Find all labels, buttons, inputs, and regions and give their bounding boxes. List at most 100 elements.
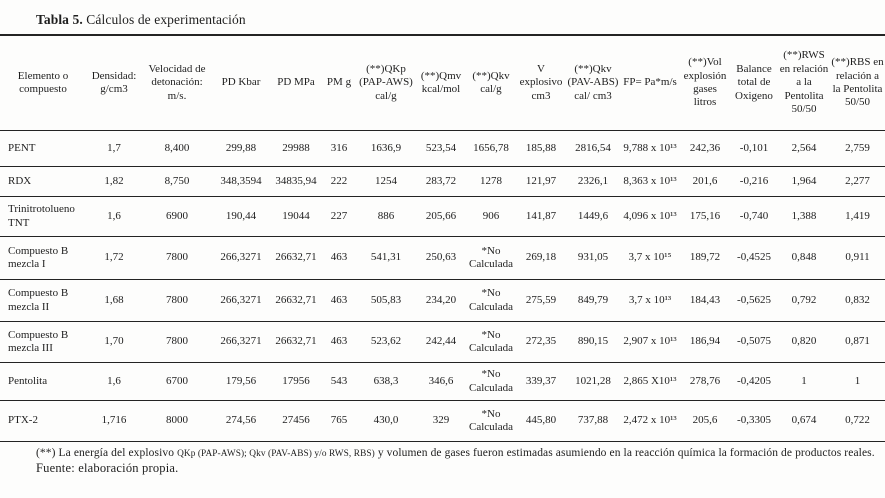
data-cell: 849,79 bbox=[577, 293, 609, 306]
data-cell: 737,88 bbox=[577, 414, 609, 427]
data-cell: -0,740 bbox=[739, 209, 769, 222]
data-cell: 906 bbox=[482, 209, 500, 222]
data-cell: 141,87 bbox=[525, 209, 557, 222]
data-cell: 0,911 bbox=[845, 251, 870, 264]
data-cell: 205,66 bbox=[425, 209, 457, 222]
data-cell: 445,80 bbox=[525, 414, 557, 427]
data-cell: 250,63 bbox=[425, 251, 457, 264]
source-line: Fuente: elaboración propia. bbox=[36, 461, 179, 475]
table-header: Elemento o compuesto Densidad: g/cm3 Veloc… bbox=[0, 35, 885, 131]
data-cell: 269,18 bbox=[525, 251, 557, 264]
data-cell: 0,792 bbox=[791, 293, 817, 306]
data-cell: 7800 bbox=[166, 293, 188, 306]
data-cell: 463 bbox=[330, 293, 348, 306]
data-cell: 8,750 bbox=[164, 174, 190, 187]
data-cell: 2816,54 bbox=[575, 141, 611, 154]
data-cell: 26632,71 bbox=[275, 335, 317, 348]
data-cell: 272,35 bbox=[525, 335, 557, 348]
data-cell: 1,70 bbox=[104, 335, 124, 348]
table-footnote: (**) La energía del explosivo QKp (PAP-A… bbox=[36, 447, 875, 459]
experiment-calculations-table: Elemento o compuesto Densidad: g/cm3 Veloc… bbox=[0, 34, 885, 442]
data-cell: 543 bbox=[330, 374, 348, 387]
data-cell: 242,36 bbox=[689, 141, 721, 154]
data-cell: 266,3271 bbox=[220, 293, 262, 306]
data-cell: 242,44 bbox=[425, 335, 457, 348]
column-header-16: (**)RBS en relación a la Pentolita 50/50 bbox=[831, 56, 884, 109]
data-cell: 463 bbox=[330, 251, 348, 264]
data-cell: 34835,94 bbox=[275, 174, 317, 187]
table-row: Compuesto B mezcla I 1,72 7800 266,3271 2663… bbox=[0, 236, 885, 280]
data-cell: 2,865 X10¹³ bbox=[623, 374, 677, 387]
data-cell: 275,59 bbox=[525, 293, 557, 306]
column-header-15: (**)RWS en relación a la Pentolita 50/50 bbox=[779, 49, 829, 116]
column-header-10: V explosivo cm3 bbox=[519, 62, 563, 102]
data-cell: 1,82 bbox=[104, 174, 124, 187]
data-cell: 1021,28 bbox=[575, 374, 611, 387]
data-cell: 348,3594 bbox=[220, 174, 262, 187]
data-cell: 27456 bbox=[282, 414, 310, 427]
data-cell: -0,4205 bbox=[737, 374, 771, 387]
data-cell: 4,096 x 10¹³ bbox=[623, 209, 677, 222]
data-cell: 541,31 bbox=[370, 251, 402, 264]
data-cell: 2326,1 bbox=[577, 174, 609, 187]
table-caption: Cálculos de experimentación bbox=[82, 12, 246, 27]
data-cell: 205,6 bbox=[692, 414, 718, 427]
data-cell: 6700 bbox=[166, 374, 188, 387]
data-cell: 523,62 bbox=[370, 335, 402, 348]
data-cell: 299,88 bbox=[225, 141, 257, 154]
data-cell: 8000 bbox=[166, 414, 188, 427]
table-row: PENT 1,7 8,400 299,88 29988 316 1636,9 523,54 16… bbox=[0, 131, 885, 167]
data-cell: 0,674 bbox=[791, 414, 817, 427]
data-cell: 179,56 bbox=[225, 374, 257, 387]
data-cell: 1636,9 bbox=[370, 141, 402, 154]
data-cell: -0,216 bbox=[739, 174, 769, 187]
row-label: Compuesto B mezcla I bbox=[8, 244, 69, 270]
column-header-1: Elemento o compuesto bbox=[17, 69, 69, 95]
data-cell: 0,832 bbox=[845, 293, 870, 306]
data-cell: 234,20 bbox=[425, 293, 457, 306]
data-cell: 1,6 bbox=[107, 209, 121, 222]
column-header-4: PD Kbar bbox=[221, 76, 261, 89]
table-title: Tabla 5. Cálculos de experimentación bbox=[36, 12, 885, 28]
data-cell: 3,7 x 10¹⁵ bbox=[628, 251, 672, 264]
table-row: RDX 1,82 8,750 348,3594 34835,94 222 1254 283,7… bbox=[0, 166, 885, 197]
data-cell: 266,3271 bbox=[220, 251, 262, 264]
column-header-2: Densidad: g/cm3 bbox=[91, 69, 137, 95]
data-cell: 0,848 bbox=[791, 251, 817, 264]
data-cell: 2,277 bbox=[845, 174, 870, 187]
data-cell: 1,7 bbox=[107, 141, 121, 154]
data-cell: 2,907 x 10¹³ bbox=[623, 335, 677, 348]
data-cell: 186,94 bbox=[689, 335, 721, 348]
data-cell: 2,472 x 10¹³ bbox=[623, 414, 677, 427]
column-header-11: (**)Qkv (PAV-ABS) cal/ cm3 bbox=[567, 62, 619, 102]
data-cell: 931,05 bbox=[577, 251, 609, 264]
data-cell: 26632,71 bbox=[275, 251, 317, 264]
data-cell: 9,788 x 10¹³ bbox=[623, 141, 677, 154]
data-cell: 463 bbox=[330, 335, 348, 348]
data-cell: 121,97 bbox=[525, 174, 557, 187]
data-cell: 1,716 bbox=[101, 414, 127, 427]
data-cell: 283,72 bbox=[425, 174, 457, 187]
data-cell: 1,6 bbox=[107, 374, 121, 387]
data-cell: 278,76 bbox=[689, 374, 721, 387]
table-row: Trinitrotolueno TNT 1,6 6900 190,44 19044 227… bbox=[0, 196, 885, 237]
data-cell: 26632,71 bbox=[275, 293, 317, 306]
data-cell: 1,72 bbox=[104, 251, 124, 264]
data-cell: 201,6 bbox=[692, 174, 718, 187]
data-cell: *No Calculada bbox=[469, 368, 513, 394]
data-cell: -0,4525 bbox=[737, 251, 771, 264]
row-label: PENT bbox=[8, 141, 36, 154]
data-cell: 1 bbox=[854, 374, 861, 387]
data-cell: 190,44 bbox=[225, 209, 257, 222]
data-cell: 1656,78 bbox=[473, 141, 509, 154]
data-cell: -0,101 bbox=[739, 141, 769, 154]
data-cell: 430,0 bbox=[373, 414, 399, 427]
data-cell: 316 bbox=[330, 141, 348, 154]
data-cell: -0,5625 bbox=[737, 293, 771, 306]
data-cell: 7800 bbox=[166, 251, 188, 264]
data-cell: 8,363 x 10¹³ bbox=[623, 174, 677, 187]
data-cell: 17956 bbox=[282, 374, 310, 387]
row-label: Pentolita bbox=[8, 374, 48, 387]
data-cell: 6900 bbox=[166, 209, 188, 222]
